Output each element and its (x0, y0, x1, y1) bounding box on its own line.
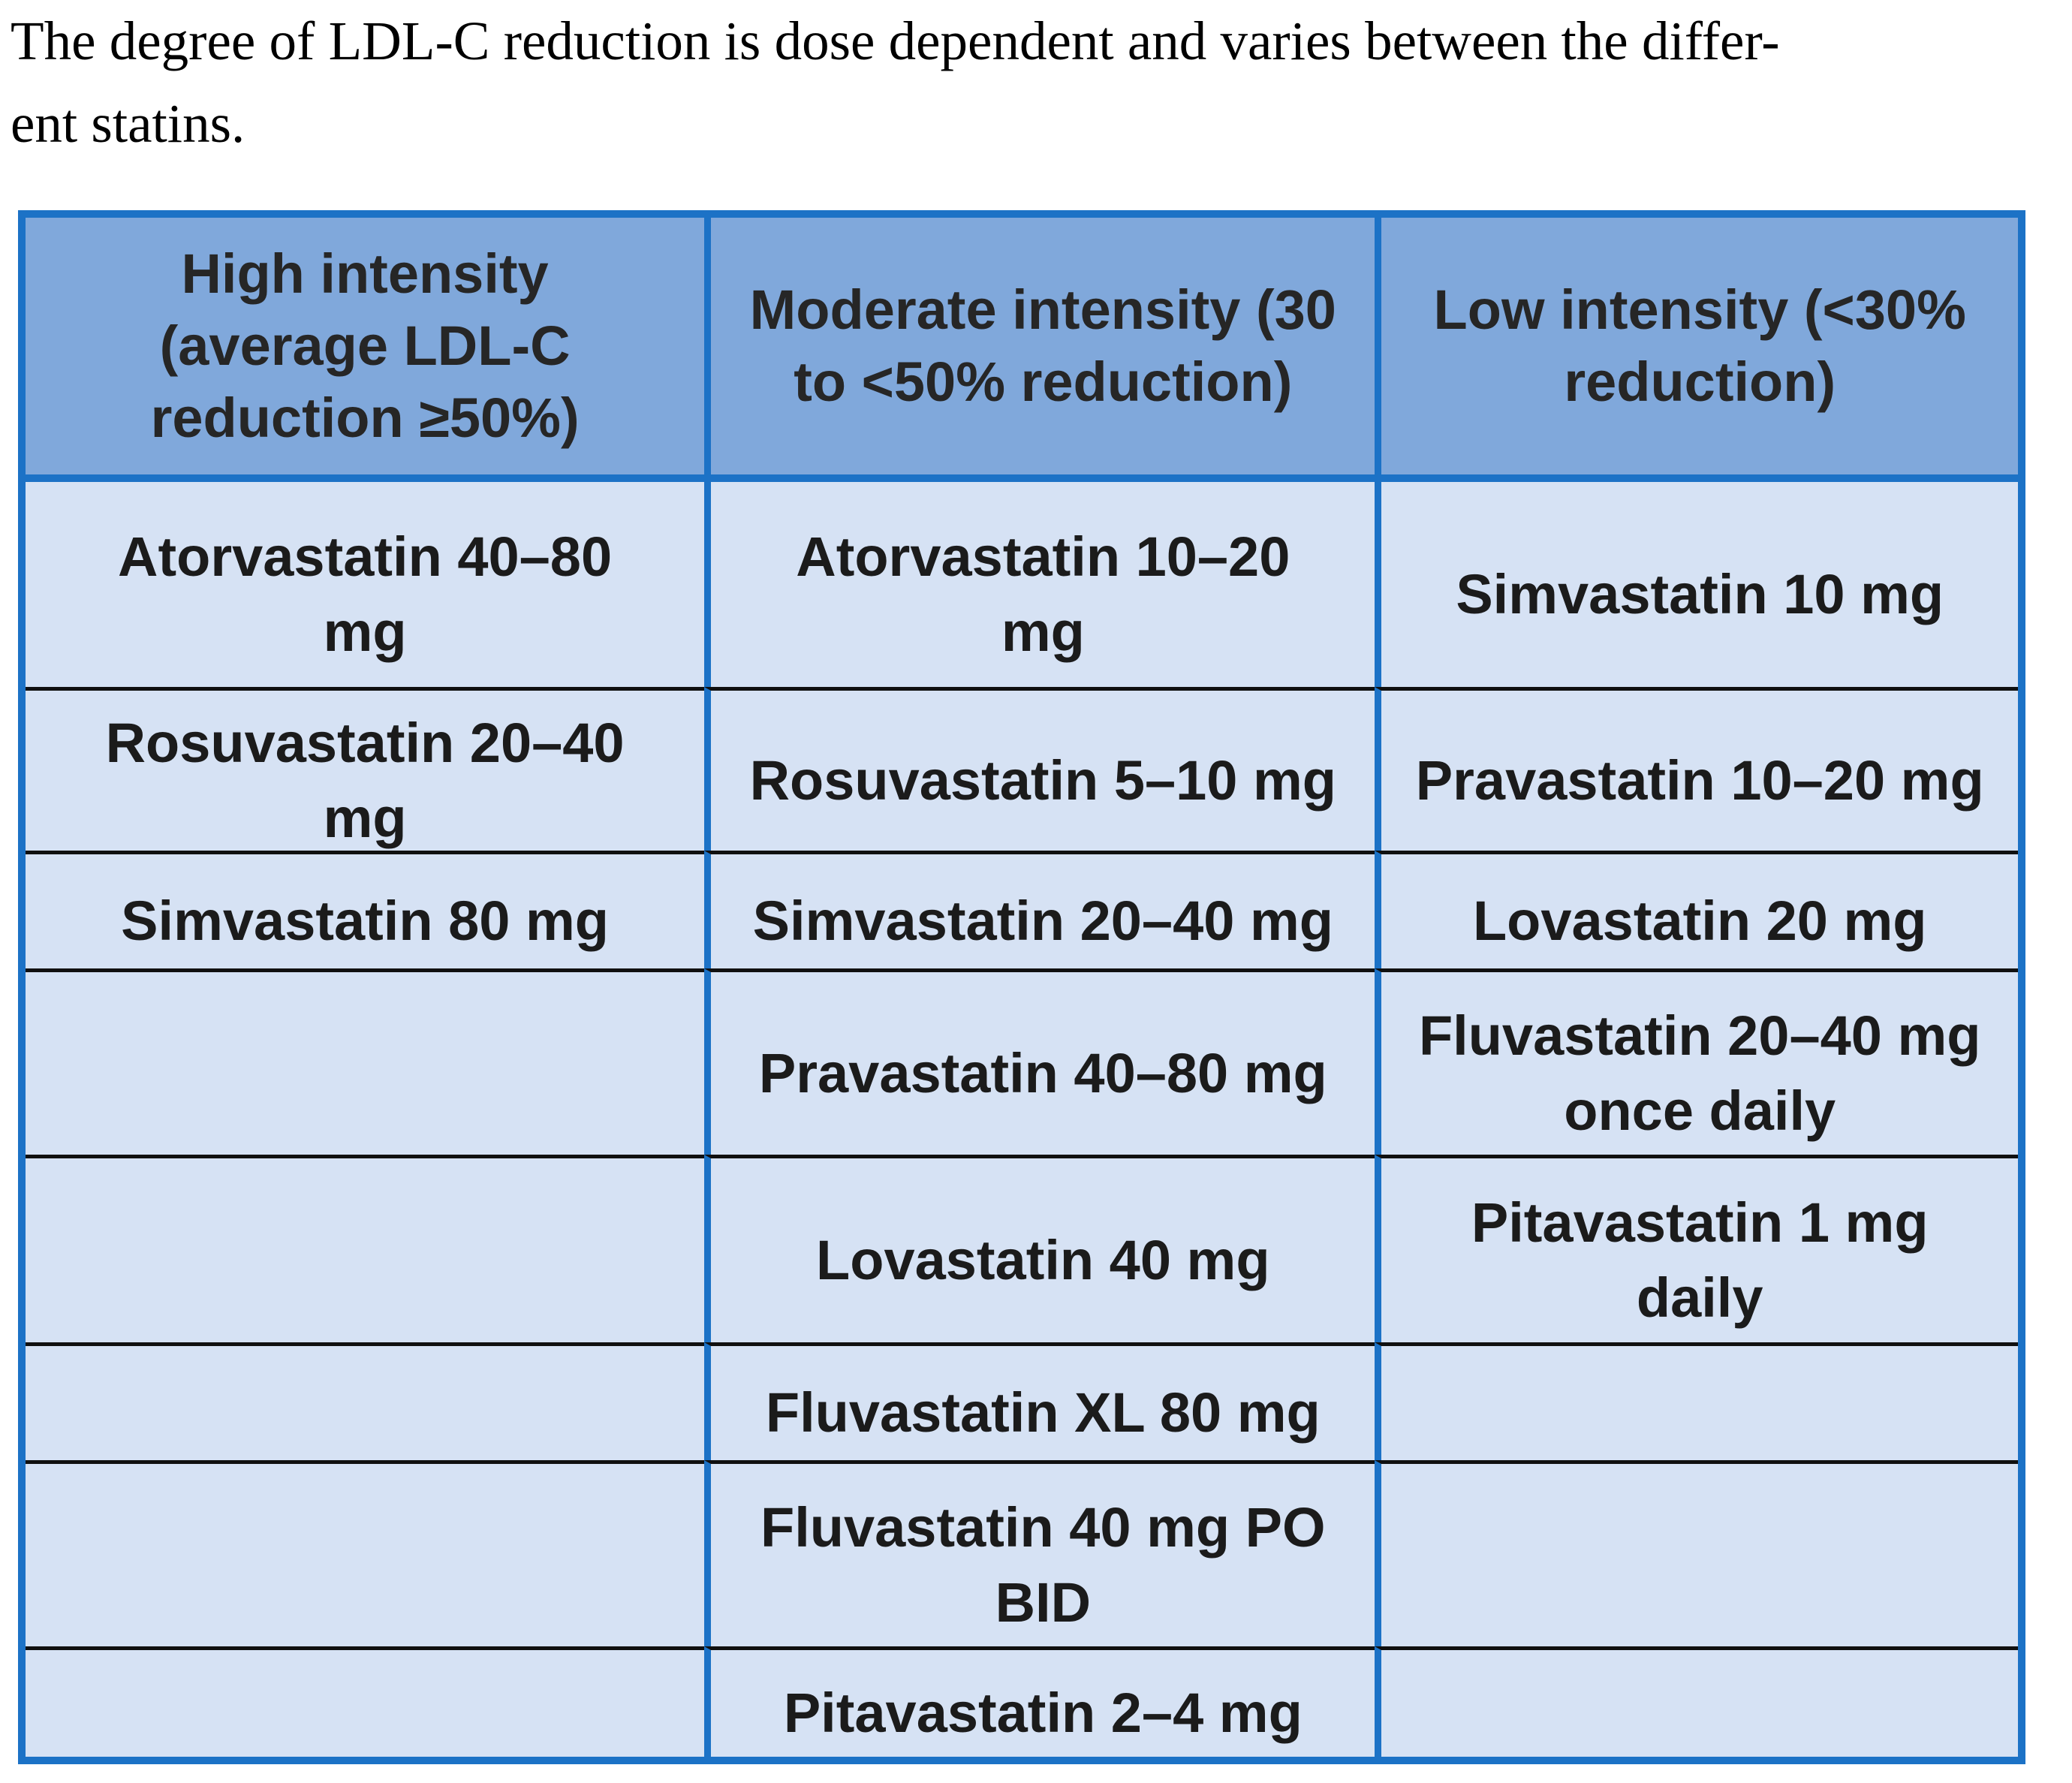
table-cell (26, 1646, 705, 1757)
table-cell: Pitavastatin 2–4 mg (704, 1646, 1375, 1757)
table-cell: Simvastatin 20–40 mg (704, 851, 1375, 968)
table-cell: Atorvastatin 40–80 mg (26, 482, 705, 687)
table-cell (26, 1342, 705, 1460)
intro-paragraph: The degree of LDL-C reduction is dose de… (11, 11, 1780, 154)
table-cell: Pitavastatin 1 mg daily (1375, 1155, 2018, 1342)
table-cell: Lovastatin 40 mg (704, 1155, 1375, 1342)
table-cell: Rosuvastatin 5–10 mg (704, 687, 1375, 851)
table-cell (1375, 1342, 2018, 1460)
header-cell-low-intensity: Low intensity (<30% reduction) (1375, 218, 2018, 482)
table-cell: Fluvastatin 20–40 mg once daily (1375, 968, 2018, 1155)
table-cell: Rosuvastatin 20–40 mg (26, 687, 705, 851)
header-cell-high-intensity: High intensity (average LDL-C reduction … (26, 218, 705, 482)
table-cell: Simvastatin 10 mg (1375, 482, 2018, 687)
table-cell (1375, 1460, 2018, 1646)
table-cell: Pravastatin 10–20 mg (1375, 687, 2018, 851)
table-cell (1375, 1646, 2018, 1757)
header-cell-moderate-intensity: Moderate intensity (30 to <50% reduction… (704, 218, 1375, 482)
table-cell: Fluvastatin XL 80 mg (704, 1342, 1375, 1460)
statin-intensity-table: High intensity (average LDL-C reduction … (18, 210, 2025, 1764)
table-cell: Simvastatin 80 mg (26, 851, 705, 968)
table-cell: Fluvastatin 40 mg PO BID (704, 1460, 1375, 1646)
table-cell: Lovastatin 20 mg (1375, 851, 2018, 968)
table-cell (26, 1460, 705, 1646)
table-cell: Atorvastatin 10–20 mg (704, 482, 1375, 687)
table-cell: Pravastatin 40–80 mg (704, 968, 1375, 1155)
table-cell (26, 968, 705, 1155)
table-cell (26, 1155, 705, 1342)
